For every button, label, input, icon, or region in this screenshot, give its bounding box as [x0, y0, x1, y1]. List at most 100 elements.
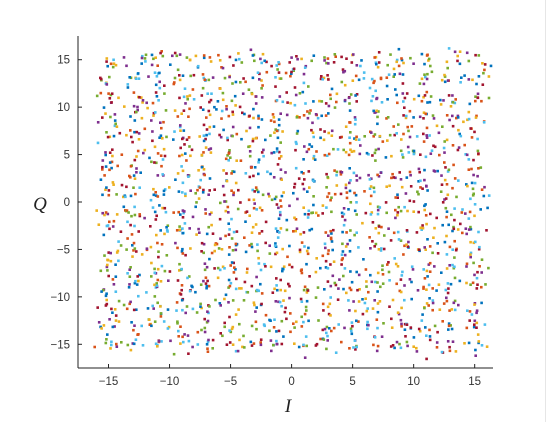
scatter-point [307, 319, 310, 323]
scatter-point [335, 92, 339, 96]
scatter-point [306, 110, 309, 113]
scatter-points [93, 47, 493, 361]
scatter-point [396, 230, 400, 234]
scatter-point [335, 173, 338, 177]
scatter-point [220, 248, 224, 251]
scatter-point [440, 78, 444, 82]
scatter-point [202, 168, 206, 171]
scatter-point [340, 263, 343, 266]
scatter-point [431, 301, 435, 305]
scatter-point [202, 56, 206, 60]
scatter-point [433, 145, 437, 149]
scatter-point [110, 307, 113, 311]
scatter-point [468, 102, 472, 106]
scatter-point [393, 133, 396, 137]
scatter-point [149, 225, 152, 228]
scatter-point [312, 100, 315, 103]
scatter-point [358, 152, 362, 156]
scatter-point [224, 293, 228, 297]
scatter-point [377, 175, 381, 178]
scatter-point [140, 116, 144, 120]
scatter-point [355, 100, 358, 103]
scatter-point [380, 225, 383, 229]
scatter-point [330, 129, 334, 133]
scatter-point [243, 112, 246, 116]
scatter-point [423, 178, 426, 182]
scatter-point [435, 346, 439, 349]
scatter-point [357, 138, 361, 141]
scatter-point [111, 278, 115, 281]
scatter-point [300, 325, 304, 328]
scatter-point [417, 94, 421, 98]
scatter-point [412, 200, 416, 203]
scatter-point [216, 276, 220, 280]
scatter-point [453, 207, 456, 210]
scatter-point [240, 287, 243, 290]
scatter-point [362, 77, 366, 80]
scatter-point [390, 326, 394, 329]
scatter-point [458, 62, 462, 66]
scatter-point [248, 145, 252, 148]
scatter-point [279, 205, 283, 208]
scatter-point [97, 223, 101, 226]
scatter-point [259, 341, 262, 344]
scatter-point [438, 153, 441, 157]
scatter-point [394, 208, 397, 212]
scatter-point [426, 238, 429, 241]
scatter-point [417, 210, 420, 214]
scatter-point [396, 101, 399, 105]
scatter-point [467, 110, 471, 114]
scatter-point [480, 344, 484, 347]
scatter-point [325, 172, 328, 176]
scatter-point [172, 138, 175, 141]
scatter-point [253, 303, 256, 307]
scatter-point [256, 249, 259, 253]
scatter-point [286, 255, 289, 259]
scatter-point [143, 216, 146, 220]
scatter-point [399, 209, 403, 213]
scatter-point [252, 301, 256, 304]
scatter-point [403, 96, 407, 100]
scatter-point [335, 184, 339, 187]
scatter-point [264, 138, 267, 142]
scatter-point [343, 98, 347, 102]
scatter-point [443, 80, 447, 84]
scatter-point [257, 172, 260, 176]
scatter-point [451, 186, 454, 190]
scatter-point [476, 283, 479, 286]
scatter-point [397, 123, 400, 126]
scatter-point [208, 305, 211, 308]
scatter-point [203, 268, 207, 272]
scatter-point [128, 302, 131, 306]
scatter-point [269, 339, 273, 342]
scatter-point [467, 168, 471, 171]
y-tick-label: 0 [64, 197, 70, 209]
scatter-point [205, 286, 208, 290]
scatter-point [261, 84, 264, 87]
scatter-point [432, 169, 436, 172]
scatter-point [203, 173, 206, 177]
scatter-point [277, 118, 281, 121]
scatter-point [404, 192, 408, 195]
scatter-point [187, 352, 190, 355]
scatter-point [446, 340, 450, 343]
scatter-point [187, 175, 190, 178]
scatter-point [445, 114, 449, 117]
scatter-point [321, 328, 325, 332]
scatter-point [352, 300, 355, 303]
scatter-point [136, 105, 139, 109]
scatter-point [270, 151, 273, 155]
scatter-point [376, 115, 379, 119]
scatter-point [107, 92, 110, 95]
scatter-point [231, 299, 235, 302]
scatter-point [99, 178, 103, 181]
scatter-point [180, 284, 184, 287]
scatter-point [477, 152, 480, 155]
scatter-point [330, 210, 333, 214]
scatter-point [132, 308, 136, 312]
scatter-point [134, 77, 138, 80]
scatter-point [191, 88, 195, 91]
scatter-point [402, 114, 405, 117]
scatter-point [378, 300, 382, 303]
scatter-point [441, 320, 444, 323]
